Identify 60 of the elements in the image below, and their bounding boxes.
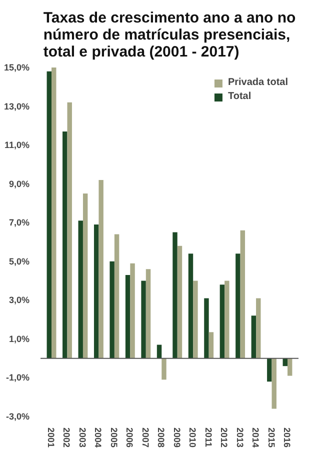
x-tick-label: 2015 [266, 428, 276, 448]
y-tick-label: 7,0% [8, 218, 30, 228]
bar [287, 358, 292, 376]
bar [125, 274, 130, 358]
bar [52, 68, 56, 358]
bar [267, 358, 272, 382]
x-tick-label: 2005 [108, 428, 119, 448]
x-tick-label: 2012 [219, 428, 230, 448]
bar [204, 298, 209, 358]
chart-title: Taxas de crescimento ano a ano no número de matrículas presenciais, total e privada (2001 - 2017) [43, 10, 296, 60]
bar [272, 358, 276, 409]
bar [114, 234, 120, 358]
bar [251, 316, 256, 358]
bar [146, 269, 151, 358]
legend-label: Privada total [228, 77, 288, 88]
bar [94, 224, 99, 358]
bar [188, 254, 194, 358]
y-tick-label: 11,0% [4, 140, 30, 150]
bar [193, 280, 198, 358]
x-tick-label: 2001 [46, 428, 56, 448]
x-tick-label: 2007 [140, 428, 150, 448]
x-tick-label: 2006 [124, 428, 135, 448]
bar [110, 261, 114, 358]
x-tick-label: 2002 [62, 428, 72, 448]
bar [46, 71, 52, 358]
legend-label: Total [228, 91, 252, 102]
bar [177, 246, 182, 358]
y-tick-label: -3,0% [6, 412, 30, 422]
bar [156, 344, 162, 358]
bar [98, 180, 104, 358]
bar [130, 263, 135, 358]
y-tick-label: 3,0% [8, 295, 30, 306]
x-tick-label: 2009 [172, 428, 182, 448]
bar [236, 254, 240, 358]
y-tick-label: 13,0% [4, 101, 30, 112]
bar [256, 298, 261, 358]
x-tick-label: 2008 [156, 428, 166, 448]
bar [240, 230, 246, 358]
bar [220, 284, 225, 358]
bar [224, 280, 230, 358]
y-tick-label: -1,0% [6, 372, 30, 383]
y-tick-label: 1,0% [8, 334, 30, 344]
x-tick-label: 2014 [250, 428, 261, 448]
x-tick-label: 2016 [282, 428, 292, 448]
y-tick-label: 9,0% [8, 178, 30, 189]
bar [82, 194, 88, 358]
y-tick-label: 15,0% [4, 62, 30, 72]
bar [78, 220, 83, 358]
x-tick-label: 2004 [93, 428, 104, 448]
x-tick-label: 2010 [188, 428, 198, 448]
bar [208, 332, 214, 358]
bar [172, 232, 178, 358]
bar [141, 280, 146, 358]
y-tick-label: 5,0% [8, 256, 30, 266]
bar [62, 131, 68, 358]
bar [67, 102, 72, 358]
x-tick-label: 2003 [77, 428, 88, 448]
bar [162, 358, 166, 380]
x-tick-label: 2011 [203, 428, 214, 448]
x-tick-label: 2013 [234, 428, 245, 448]
